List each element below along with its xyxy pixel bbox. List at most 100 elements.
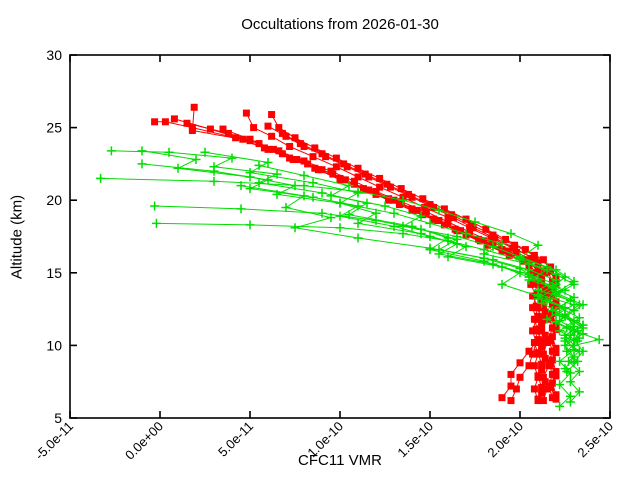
square-marker	[552, 349, 560, 357]
square-marker	[422, 208, 430, 216]
square-marker	[318, 150, 326, 158]
plus-marker	[245, 168, 255, 178]
plus-marker	[574, 300, 584, 310]
square-marker	[372, 190, 380, 198]
square-marker	[383, 180, 391, 188]
plus-marker	[533, 275, 543, 285]
square-marker	[530, 251, 538, 259]
plus-marker	[569, 292, 579, 302]
square-marker	[511, 241, 519, 249]
plus-marker	[443, 252, 453, 262]
square-marker	[275, 124, 283, 132]
plus-marker	[515, 252, 525, 262]
plus-marker	[191, 155, 201, 165]
square-marker	[534, 266, 542, 274]
plus-marker	[353, 218, 363, 228]
square-marker	[291, 134, 299, 142]
square-marker	[541, 285, 549, 293]
plus-marker	[317, 208, 327, 218]
square-marker	[530, 269, 538, 277]
plus-marker	[562, 346, 572, 356]
plus-marker	[533, 285, 543, 295]
square-marker	[242, 109, 250, 117]
square-marker	[264, 122, 272, 130]
plus-marker	[565, 391, 575, 401]
square-marker	[296, 140, 304, 148]
plus-marker	[299, 191, 309, 201]
plus-marker	[96, 173, 106, 183]
square-marker	[365, 186, 373, 194]
plus-marker	[425, 232, 435, 241]
x-axis-label: CFC11 VMR	[298, 452, 382, 469]
plus-marker	[227, 153, 237, 163]
axis-ticks: -5.0e-11 0.0e+00 5.0e-11 1.0e-10 1.5e-10 2.0e…	[32, 47, 616, 463]
plus-marker	[555, 356, 565, 366]
occultation-profiles-green	[96, 146, 604, 411]
square-marker	[502, 235, 510, 243]
square-marker	[547, 267, 555, 275]
plus-marker	[380, 201, 390, 211]
square-marker	[498, 247, 506, 255]
plus-marker	[452, 232, 462, 241]
plus-marker	[479, 253, 489, 263]
square-marker	[541, 354, 549, 362]
plus-marker	[344, 181, 354, 191]
square-marker	[343, 163, 351, 171]
plus-marker	[290, 223, 300, 233]
square-marker	[538, 360, 546, 368]
square-marker	[183, 119, 191, 127]
square-marker	[480, 237, 488, 245]
square-marker	[538, 389, 546, 397]
square-marker	[304, 160, 312, 168]
square-marker	[552, 298, 560, 306]
square-marker	[404, 190, 412, 198]
square-marker	[547, 314, 555, 322]
square-marker	[534, 397, 542, 405]
square-marker	[232, 134, 240, 142]
square-marker	[552, 391, 560, 399]
plus-marker	[443, 236, 453, 246]
square-marker	[552, 344, 560, 352]
plus-marker	[560, 333, 570, 343]
square-marker	[329, 170, 337, 178]
square-marker	[541, 378, 549, 386]
square-marker	[538, 273, 546, 281]
square-marker	[354, 173, 362, 181]
square-marker	[419, 195, 427, 203]
plus-marker	[398, 221, 408, 231]
square-marker	[289, 156, 297, 164]
square-marker	[521, 246, 529, 254]
square-marker	[525, 347, 533, 355]
plus-marker	[254, 160, 264, 170]
plus-marker	[569, 279, 579, 289]
plus-marker	[542, 295, 552, 305]
square-marker	[361, 186, 369, 194]
plus-marker	[497, 279, 507, 289]
y-tick-label: 15	[46, 265, 62, 281]
profile-line	[240, 185, 575, 407]
square-marker	[397, 185, 405, 193]
square-marker	[552, 372, 560, 380]
plus-marker	[263, 175, 273, 185]
plus-marker	[555, 401, 565, 411]
plus-marker	[506, 229, 516, 239]
square-marker	[467, 221, 475, 229]
square-marker	[505, 251, 513, 259]
square-marker	[489, 231, 497, 239]
plus-marker	[106, 146, 116, 156]
square-marker	[314, 166, 322, 174]
square-marker	[529, 350, 537, 358]
square-marker	[516, 373, 524, 381]
square-marker	[435, 217, 443, 225]
plus-marker	[209, 166, 219, 176]
square-marker	[538, 384, 546, 392]
plus-marker	[562, 323, 572, 333]
plus-marker	[434, 205, 444, 215]
square-marker	[444, 214, 452, 222]
square-marker	[538, 366, 546, 374]
square-marker	[278, 150, 286, 158]
plus-marker	[299, 171, 309, 181]
plus-marker	[281, 202, 291, 212]
profile-line	[258, 164, 581, 339]
